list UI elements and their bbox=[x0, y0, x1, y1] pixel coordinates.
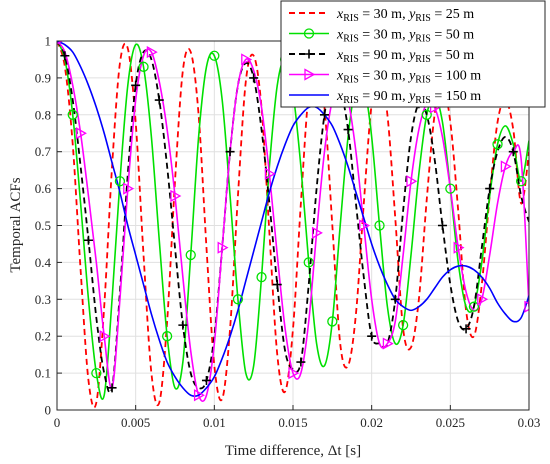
series-marker-3 bbox=[60, 51, 70, 61]
series-marker-2 bbox=[397, 319, 409, 331]
y-tick-labels: 0 0.1 0.2 0.3 0.4 0.5 0.6 0.7 0.8 0.9 1 bbox=[35, 34, 52, 418]
series-marker-2 bbox=[185, 249, 196, 261]
series-markers bbox=[57, 41, 529, 402]
x-tick-label: 0.005 bbox=[121, 415, 150, 430]
y-tick-label: 0.5 bbox=[35, 218, 51, 233]
series-line-3 bbox=[57, 41, 529, 394]
series-marker-2 bbox=[114, 176, 126, 187]
legend-marker bbox=[303, 28, 315, 39]
legend-entry: xRIS = 90 m, yRIS = 50 m bbox=[336, 48, 474, 65]
series-marker-2 bbox=[515, 176, 527, 187]
series-marker-4 bbox=[524, 300, 529, 313]
series-marker-2 bbox=[138, 61, 149, 72]
series-marker-2 bbox=[232, 294, 244, 305]
y-tick-label: 0.9 bbox=[35, 70, 51, 85]
series-marker-2 bbox=[468, 301, 480, 312]
series-marker-2 bbox=[492, 139, 503, 150]
series-marker-3 bbox=[107, 383, 117, 393]
y-tick-label: 0.1 bbox=[35, 366, 51, 381]
series-marker-4 bbox=[477, 293, 489, 306]
legend: xRIS = 30 m, yRIS = 25 m xRIS = 30 m, yRI… bbox=[280, 0, 546, 108]
series-marker-4 bbox=[382, 337, 394, 350]
series-marker-4 bbox=[241, 53, 253, 66]
series-marker-3 bbox=[178, 320, 188, 330]
series-marker-3 bbox=[485, 184, 495, 194]
series-marker-4 bbox=[453, 241, 465, 254]
series-marker-2 bbox=[209, 50, 220, 61]
series-marker-4 bbox=[193, 389, 205, 402]
legend-entry: xRIS = 90 m, yRIS = 150 m bbox=[336, 89, 481, 106]
legend-entry: xRIS = 30 m, yRIS = 100 m bbox=[336, 69, 481, 86]
x-tick-label: 0.03 bbox=[518, 415, 541, 430]
series-line-5 bbox=[57, 41, 529, 397]
series-marker-4 bbox=[170, 189, 182, 203]
y-tick-label: 0.7 bbox=[35, 144, 52, 159]
series-marker-3 bbox=[201, 375, 211, 385]
x-tick-label: 0 bbox=[54, 415, 61, 430]
y-tick-label: 0.4 bbox=[35, 255, 52, 270]
series-marker-4 bbox=[311, 226, 323, 239]
x-tick-label: 0.02 bbox=[360, 415, 383, 430]
series-marker-3 bbox=[343, 125, 353, 135]
series-marker-2 bbox=[303, 257, 314, 268]
series-marker-2 bbox=[256, 272, 267, 283]
axis-ticks bbox=[56, 40, 530, 411]
series-marker-4 bbox=[359, 219, 371, 232]
series-marker-3 bbox=[225, 147, 235, 157]
series-marker-2 bbox=[161, 331, 173, 342]
series-marker-4 bbox=[500, 160, 512, 173]
series-line-4 bbox=[57, 41, 529, 403]
y-tick-label: 0.3 bbox=[35, 292, 51, 307]
legend-entry: xRIS = 30 m, yRIS = 25 m bbox=[336, 7, 474, 24]
series-marker-4 bbox=[264, 167, 276, 180]
y-tick-label: 0.2 bbox=[35, 329, 51, 344]
series-marker-3 bbox=[390, 294, 400, 304]
series-marker-3 bbox=[508, 147, 518, 157]
series-marker-4 bbox=[75, 127, 87, 140]
series-marker-3 bbox=[83, 235, 93, 245]
series-marker-3 bbox=[131, 80, 141, 90]
series-marker-3 bbox=[296, 357, 306, 367]
x-tick-labels: 0 0.005 0.01 0.015 0.02 0.025 0.03 bbox=[54, 415, 541, 430]
series-marker-3 bbox=[319, 110, 329, 120]
series-marker-4 bbox=[146, 45, 158, 59]
series-marker-4 bbox=[217, 241, 229, 254]
series-marker-4 bbox=[288, 366, 300, 380]
legend-marker bbox=[304, 49, 314, 59]
x-tick-label: 0.01 bbox=[203, 415, 226, 430]
series-marker-4 bbox=[406, 175, 418, 188]
x-tick-label: 0.025 bbox=[436, 415, 465, 430]
series-marker-3 bbox=[249, 73, 259, 83]
series-marker-2 bbox=[327, 316, 338, 327]
series-marker-3 bbox=[154, 95, 164, 105]
y-tick-label: 0.6 bbox=[35, 181, 52, 196]
series-marker-3 bbox=[461, 324, 471, 334]
x-tick-label: 0.015 bbox=[278, 415, 307, 430]
series-marker-3 bbox=[272, 280, 282, 290]
series-marker-2 bbox=[91, 367, 102, 379]
series-marker-4 bbox=[99, 330, 111, 343]
y-tick-label: 1 bbox=[45, 34, 52, 49]
series-marker-2 bbox=[421, 109, 432, 120]
series-marker-4 bbox=[123, 182, 135, 195]
series-marker-3 bbox=[367, 331, 377, 341]
x-axis-label: Time difference, Δt [s] bbox=[225, 443, 361, 459]
series-marker-3 bbox=[437, 221, 447, 230]
y-axis-label: Temporal ACFs bbox=[8, 177, 24, 272]
legend-marker bbox=[304, 68, 316, 81]
y-tick-label: 0.8 bbox=[35, 107, 51, 122]
series-marker-2 bbox=[67, 109, 78, 120]
series-marker-2 bbox=[445, 183, 456, 194]
legend-entry: xRIS = 30 m, yRIS = 50 m bbox=[336, 28, 474, 45]
y-tick-label: 0 bbox=[45, 403, 52, 418]
series-marker-2 bbox=[374, 220, 385, 231]
